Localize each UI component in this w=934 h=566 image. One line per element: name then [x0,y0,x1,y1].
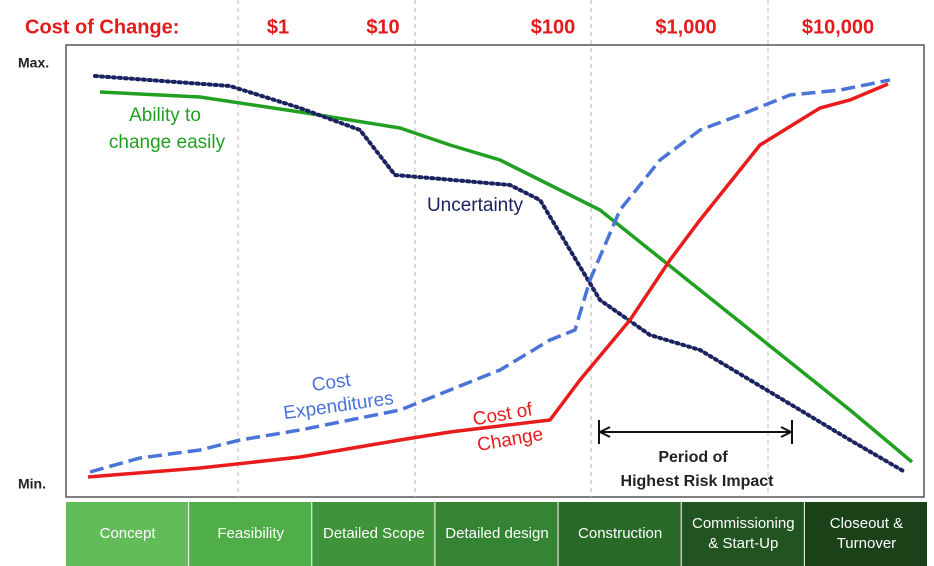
cost-label: $1 [267,16,289,38]
axis-min: Min. [18,476,46,492]
risk-arrow [597,420,794,444]
phase-box [66,502,189,566]
phase-label: & Start-Up [708,535,778,552]
phase-box [435,502,558,566]
title: Cost of Change: [25,16,179,38]
phase-label: Commissioning [692,515,795,532]
cost-label: $1,000 [655,16,716,38]
curve-label: Uncertainty [427,195,524,216]
phase-label: Construction [578,525,662,542]
phase-label: Closeout & [830,515,903,532]
phase-box [681,502,804,566]
cost-label: $10,000 [802,16,874,38]
phase-label: Detailed design [445,525,548,542]
phase-box [312,502,435,566]
curve-label: Ability to [129,105,201,126]
axis-max: Max. [18,55,49,71]
phase-box [558,502,681,566]
annotation: Highest Risk Impact [621,473,775,490]
uncertainty-curve [93,74,907,474]
phase-label: Detailed Scope [323,525,425,542]
phase-bar: Concept Feasibility Detailed Scope Detailed… [66,502,927,566]
phase-label: Concept [100,525,157,542]
phase-box [189,502,312,566]
cost-label: $10 [366,16,399,38]
annotation: Period of [658,449,728,466]
plot-frame [65,44,925,498]
cost-curve [87,82,889,479]
dividers [237,0,769,497]
cost-label: $100 [531,16,576,38]
phase-box [804,502,927,566]
phase-label: Turnover [837,535,896,552]
phase-label: Feasibility [217,525,284,542]
expenditure-curve [89,78,891,474]
curve-label: change easily [109,132,226,153]
